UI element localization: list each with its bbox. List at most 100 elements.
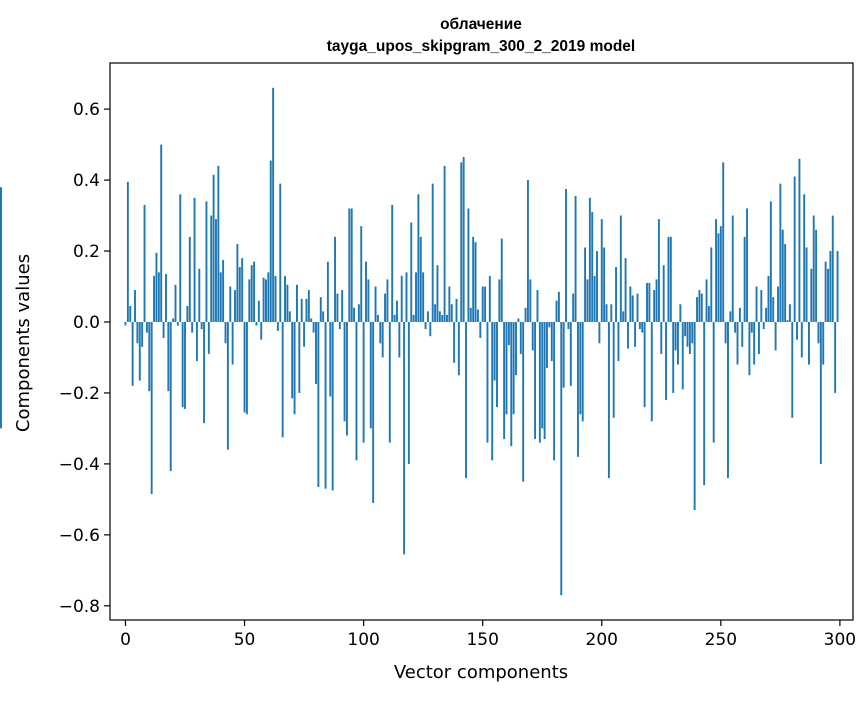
bar — [507, 321, 510, 346]
bar — [524, 307, 527, 322]
y-tick-label: 0.0 — [73, 313, 100, 333]
bar — [648, 282, 651, 322]
bar — [403, 321, 406, 555]
bar — [581, 321, 584, 422]
bar — [831, 215, 834, 322]
bar — [465, 321, 467, 479]
x-tick-label: 150 — [466, 630, 498, 650]
bar — [331, 321, 334, 491]
bar — [286, 284, 289, 322]
bar — [743, 236, 746, 322]
bar — [560, 321, 563, 596]
bar — [238, 267, 241, 322]
bar — [510, 321, 513, 447]
bar — [426, 311, 429, 322]
bar — [298, 321, 301, 393]
bar — [272, 87, 275, 322]
bar — [760, 290, 763, 322]
bar — [586, 279, 589, 322]
bar — [488, 275, 491, 322]
bar — [326, 261, 329, 322]
bar — [722, 162, 725, 322]
bar — [531, 321, 534, 351]
bar — [817, 321, 820, 344]
bar — [469, 307, 472, 322]
bar — [407, 321, 410, 464]
bar — [474, 242, 477, 322]
bar — [555, 300, 558, 322]
bar — [591, 212, 594, 322]
bar — [310, 318, 313, 322]
bar — [679, 304, 682, 322]
bar — [165, 274, 167, 322]
x-axis-label: Vector components — [394, 662, 568, 683]
bar — [424, 321, 427, 330]
bar — [829, 251, 832, 322]
bar — [546, 321, 548, 369]
bar — [486, 321, 489, 443]
bar — [731, 215, 734, 322]
bar — [145, 321, 148, 333]
bar — [169, 321, 172, 471]
bar — [631, 295, 634, 322]
bar — [541, 321, 544, 429]
bar — [160, 144, 163, 322]
bar — [384, 293, 387, 322]
bar — [231, 321, 234, 365]
bar — [667, 236, 670, 322]
bar — [674, 321, 677, 351]
bar — [255, 321, 258, 326]
bar — [805, 247, 808, 322]
bar — [836, 251, 839, 322]
bar — [388, 321, 391, 443]
bar — [605, 304, 608, 322]
bar — [226, 321, 229, 450]
bar — [672, 321, 675, 393]
bar — [131, 321, 134, 386]
bar — [553, 321, 556, 461]
bar — [543, 321, 546, 440]
bar — [791, 321, 794, 418]
bar — [798, 158, 801, 322]
bar — [765, 307, 768, 322]
bar — [422, 272, 425, 322]
bar — [374, 286, 377, 322]
bar — [157, 272, 160, 322]
bar — [536, 290, 539, 322]
bar — [188, 236, 191, 322]
bar — [548, 321, 551, 328]
bar — [567, 321, 570, 330]
bar — [800, 321, 803, 358]
bar — [174, 284, 177, 322]
bar — [155, 252, 158, 322]
bar — [241, 258, 244, 322]
bar — [696, 297, 698, 322]
y-tick-label: 0.4 — [73, 171, 100, 191]
bar — [307, 290, 310, 322]
bar — [234, 290, 236, 322]
bar — [265, 279, 267, 322]
bar — [462, 157, 465, 322]
bar — [195, 321, 198, 362]
x-tick-label: 250 — [705, 630, 737, 650]
bar — [305, 298, 308, 322]
bar — [593, 275, 596, 322]
bar — [629, 286, 632, 322]
bar — [379, 321, 382, 344]
bar — [657, 219, 660, 322]
bar — [291, 321, 294, 399]
bar — [334, 236, 336, 322]
bar — [526, 180, 529, 322]
bar — [315, 321, 317, 385]
bar — [738, 307, 741, 322]
chart-subtitle: tayga_upos_skipgram_300_2_2019 model — [327, 38, 635, 55]
bar — [317, 321, 320, 487]
bar — [172, 318, 175, 322]
bar — [336, 293, 339, 322]
bar — [438, 311, 441, 322]
bar — [650, 321, 653, 422]
bar — [769, 201, 772, 322]
bar — [762, 321, 765, 330]
bar — [219, 272, 222, 322]
